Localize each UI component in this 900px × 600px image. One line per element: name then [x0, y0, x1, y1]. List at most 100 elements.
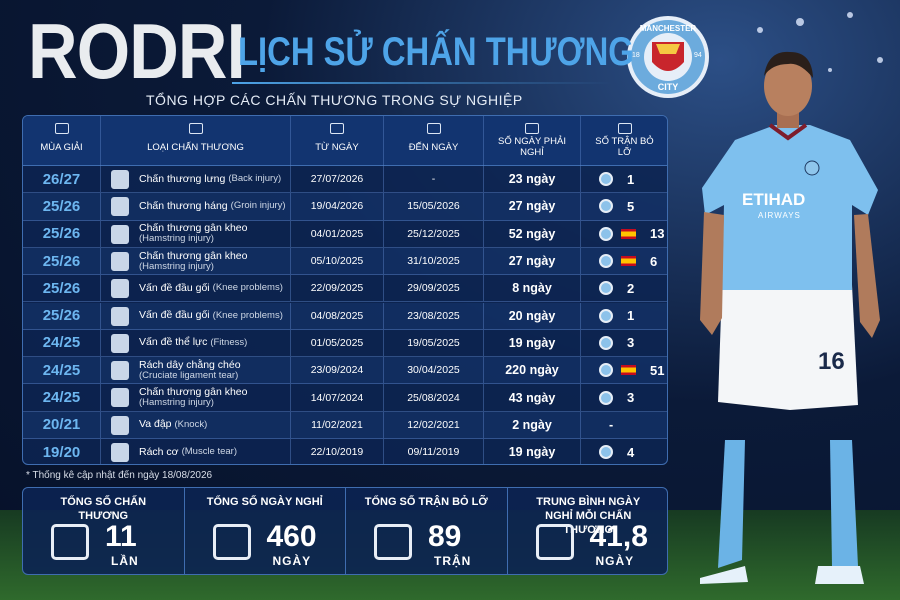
from-date: 04/08/2025 — [310, 309, 364, 322]
club-icon — [599, 199, 613, 214]
to-date: 19/05/2025 — [407, 336, 460, 349]
from-date: 14/07/2024 — [310, 391, 364, 404]
from-date: 23/09/2024 — [310, 364, 364, 377]
summary-value: 41,8 — [589, 520, 648, 553]
cell: 19 ngày — [484, 439, 581, 464]
cell: 24/25 — [23, 329, 101, 357]
cell: 31/10/2025 — [384, 247, 484, 275]
cell: 20 ngày — [484, 302, 581, 329]
cell: 43 ngày — [484, 384, 581, 411]
table-row: 25/26 Vấn đề đầu gối (Knee problems) 04/08/… — [23, 302, 667, 330]
cell: 4 — [581, 439, 667, 464]
to-date: - — [431, 173, 436, 186]
badge-left: 18 — [632, 52, 640, 59]
days-out: 19 ngày — [508, 445, 556, 460]
header-cell: SỐ TRẬN BỎ LỠ — [581, 116, 667, 166]
to-date: 09/11/2019 — [407, 446, 460, 459]
cell: 25/26 — [23, 302, 101, 329]
injury-name: Chấn thương gân kheo — [139, 386, 248, 399]
summary-box: TỔNG SỐ TRẬN BỎ LỠ 89 TRẬN — [346, 488, 508, 574]
cell: 14/07/2024 — [291, 384, 384, 411]
table-row: 24/25 Rách dây chằng chéo (Cruciate ligame… — [23, 357, 667, 385]
club-icon — [599, 335, 613, 350]
header-cell: MÙA GIẢI — [23, 116, 101, 166]
cell: 3 — [581, 330, 667, 356]
injury-name: Chấn thương háng — [139, 199, 228, 212]
season: 25/26 — [42, 197, 81, 215]
header-cell: TỪ NGÀY — [291, 116, 384, 166]
badge-right: 94 — [694, 52, 702, 59]
injury-en: (Groin injury) — [230, 200, 286, 212]
cell: 1 — [581, 303, 667, 329]
club-icon — [599, 281, 613, 296]
from-date: 22/10/2019 — [310, 446, 364, 459]
spain-flag — [621, 228, 636, 239]
cell: 11/02/2021 — [291, 411, 384, 438]
cell: 27 ngày — [484, 247, 581, 275]
header-text: SỐ TRẬN BỎ LỠ — [595, 136, 654, 158]
cell: - — [581, 412, 667, 438]
table-row: 25/26 Chấn thương gân kheo (Hamstring inju… — [23, 247, 667, 276]
injury-en: (Muscle tear) — [181, 446, 238, 458]
summary-unit: NGÀY — [272, 554, 312, 568]
injury-icon — [111, 333, 129, 353]
days-out: 52 ngày — [508, 226, 556, 241]
injury-icon — [111, 361, 129, 381]
cell: Chấn thương lưng (Back injury) — [101, 166, 291, 193]
matches-missed: 51 — [650, 362, 665, 378]
table-row: 24/25 Vấn đề thể lực (Fitness) 01/05/2025 19… — [23, 329, 667, 358]
header-cell: LOẠI CHẤN THƯƠNG — [101, 116, 291, 166]
from-date: 11/02/2021 — [311, 418, 363, 431]
spain-flag — [621, 256, 636, 267]
from-date: 01/05/2025 — [310, 336, 364, 349]
to-date: 12/02/2021 — [407, 418, 460, 431]
header-icon — [330, 123, 344, 134]
cell: 51 — [581, 357, 667, 383]
cell: 23/09/2024 — [291, 357, 384, 384]
cell: 6 — [581, 248, 667, 274]
cell: - — [384, 166, 484, 193]
season: 25/26 — [42, 307, 81, 325]
injury-icon — [111, 388, 129, 408]
season: 20/21 — [42, 416, 81, 434]
cell: 27 ngày — [484, 193, 581, 220]
days-out: 43 ngày — [508, 390, 556, 405]
season: 25/26 — [42, 225, 81, 243]
summary-unit: NGÀY — [595, 554, 635, 568]
injury-table: MÙA GIẢI LOẠI CHẤN THƯƠNG TỪ NGÀY ĐẾN NGÀY S… — [22, 115, 668, 465]
injury-en: (Hamstring injury) — [139, 397, 214, 409]
cell: 52 ngày — [484, 220, 581, 247]
cell: Vấn đề đầu gối (Knee problems) — [101, 302, 291, 329]
to-date: 25/08/2024 — [407, 391, 460, 404]
injury-en: (Knee problems) — [212, 282, 283, 294]
cell: 25/26 — [23, 220, 101, 247]
club-icon — [599, 226, 613, 241]
cell: 20/21 — [23, 411, 101, 438]
matches-missed: 3 — [627, 335, 635, 351]
header-icon — [54, 123, 69, 134]
club-icon — [599, 363, 613, 378]
matches-missed: 13 — [650, 226, 665, 242]
days-out: 23 ngày — [508, 172, 556, 187]
summary: TỔNG SỐ CHẤN THƯƠNG 11 LẦN TỔNG SỐ NGÀY NGH… — [22, 487, 668, 575]
shirt-sponsor: ETIHAD — [742, 190, 806, 209]
cell: 25/26 — [23, 247, 101, 275]
from-date: 05/10/2025 — [310, 255, 364, 268]
injury-name: Rách cơ — [139, 445, 179, 458]
header-cell: ĐẾN NGÀY — [384, 116, 484, 166]
injury-icon — [111, 197, 129, 217]
header-icon — [617, 123, 632, 134]
injury-name: Rách dây chằng chéo — [139, 358, 241, 371]
days-out: 8 ngày — [512, 281, 552, 296]
injury-en: (Back injury) — [228, 173, 282, 185]
shirt-sponsor-sub: AIRWAYS — [758, 211, 801, 220]
table-row: 25/26 Vấn đề đầu gối (Knee problems) 22/09/… — [23, 275, 667, 303]
season: 24/25 — [42, 361, 81, 379]
injury-icon — [111, 224, 129, 244]
injury-icon — [111, 415, 129, 435]
summary-label: TRUNG BÌNH NGÀY NGHỈ MỖI CHẤN THƯƠNG — [536, 496, 641, 536]
cell: 3 — [581, 384, 667, 410]
cell: 220 ngày — [484, 357, 581, 384]
injury-icon — [111, 170, 129, 189]
